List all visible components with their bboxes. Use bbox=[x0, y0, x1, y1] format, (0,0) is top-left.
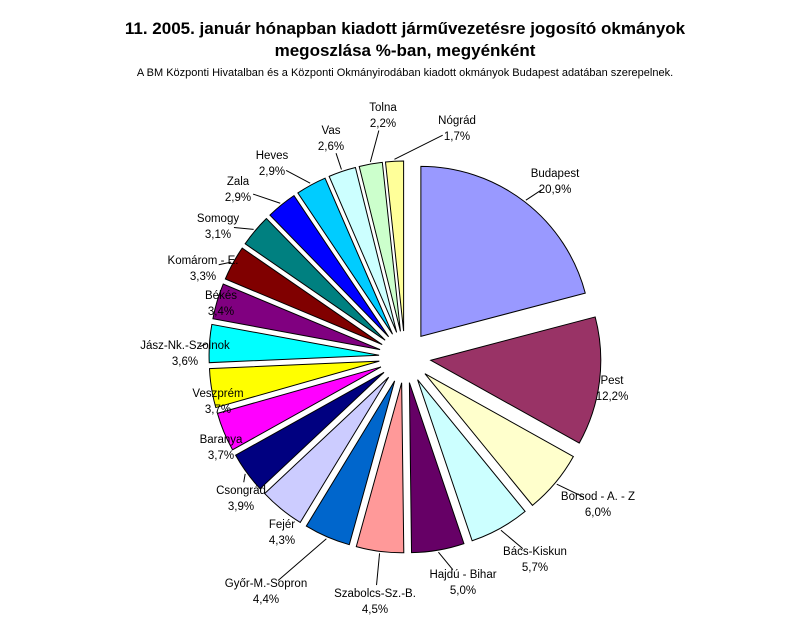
slice-label-name-veszprem: Veszprém bbox=[192, 388, 243, 400]
leader-line-zala bbox=[252, 193, 281, 204]
leader-line-tolna bbox=[369, 130, 380, 163]
leader-line-gyor-m-sopron bbox=[277, 538, 327, 581]
slice-label-name-borsod-a-z: Borsod - A. - Z bbox=[561, 491, 635, 503]
pie-slice-fejer bbox=[263, 376, 390, 524]
slice-label-name-nograd: Nógrád bbox=[438, 115, 476, 127]
slice-label-name-zala: Zala bbox=[227, 176, 250, 188]
pie-slice-bekes bbox=[212, 283, 381, 351]
pie-slice-csongrad bbox=[234, 371, 385, 490]
leader-line-komarom-e bbox=[218, 261, 232, 266]
pie-slice-pest bbox=[429, 316, 602, 444]
slice-label-value-bacs-kiskun: 5,7% bbox=[522, 562, 548, 574]
slice-label-name-szabolcs-sz-b: Szabolcs-Sz.-B. bbox=[334, 588, 416, 600]
slice-label-name-hajdu-bihar: Hajdú - Bihar bbox=[429, 569, 496, 581]
pie-slice-heves bbox=[297, 177, 394, 335]
leader-line-szabolcs-sz-b bbox=[376, 553, 381, 586]
pie-slice-somogy bbox=[244, 217, 386, 341]
slice-label-value-gyor-m-sopron: 4,4% bbox=[253, 594, 279, 606]
slice-label-name-fejer: Fejér bbox=[269, 519, 295, 531]
slice-label-value-csongrad: 3,9% bbox=[228, 501, 254, 513]
slice-label-value-veszprem: 3,7% bbox=[205, 404, 231, 416]
leader-line-bacs-kiskun bbox=[500, 529, 524, 550]
slice-label-name-vas: Vas bbox=[322, 125, 341, 137]
slice-label-value-heves: 2,9% bbox=[259, 166, 285, 178]
slice-label-value-hajdu-bihar: 5,0% bbox=[450, 585, 476, 597]
leader-line-csongrad bbox=[243, 473, 246, 483]
pie-slice-veszprem bbox=[208, 360, 380, 409]
slice-label-name-jasz-nk-szolnok: Jász-Nk.-Szolnok bbox=[140, 340, 230, 352]
slice-label-value-baranya: 3,7% bbox=[208, 450, 234, 462]
pie-slice-hajdu-bihar bbox=[408, 382, 465, 554]
slice-label-name-komarom-e: Komárom - E. bbox=[168, 255, 239, 267]
leader-line-somogy bbox=[233, 227, 254, 230]
pie-slice-borsod-a-z bbox=[424, 373, 575, 507]
slice-label-value-somogy: 3,1% bbox=[205, 229, 231, 241]
pie-slice-vas bbox=[328, 166, 398, 333]
leader-line-borsod-a-z bbox=[556, 483, 584, 498]
leader-line-hajdu-bihar bbox=[438, 551, 454, 570]
slice-label-name-csongrad: Csongrád bbox=[216, 485, 266, 497]
slice-label-value-tolna: 2,2% bbox=[370, 118, 396, 130]
chart-title-line2: megoszlása %-ban, megyénként bbox=[274, 41, 536, 60]
pie-slice-bacs-kiskun bbox=[417, 379, 526, 542]
leader-line-budapest bbox=[525, 189, 542, 201]
pie-slice-komarom-e bbox=[224, 247, 383, 346]
pie-slice-szabolcs-sz-b bbox=[355, 382, 405, 554]
leader-line-nograd bbox=[394, 134, 443, 160]
slice-label-name-tolna: Tolna bbox=[369, 102, 397, 114]
slice-label-value-fejer: 4,3% bbox=[269, 535, 295, 547]
slice-label-name-bekes: Békés bbox=[205, 290, 237, 302]
slice-label-name-heves: Heves bbox=[256, 150, 289, 162]
leader-line-vas bbox=[335, 153, 342, 170]
pie-slice-tolna bbox=[358, 161, 401, 332]
chart-subtitle: A BM Központi Hivatalban és a Központi O… bbox=[136, 67, 674, 79]
slice-label-value-komarom-e: 3,3% bbox=[190, 271, 216, 283]
leader-line-heves bbox=[285, 170, 311, 184]
slice-label-value-nograd: 1,7% bbox=[444, 131, 470, 143]
pie-slice-jasz-nk-szolnok bbox=[208, 323, 380, 364]
pie-slice-budapest bbox=[420, 165, 586, 338]
slice-label-name-budapest: Budapest bbox=[531, 168, 580, 180]
pie-slice-nograd bbox=[384, 160, 405, 332]
slice-label-value-borsod-a-z: 6,0% bbox=[585, 507, 611, 519]
chart-title: 11. 2005. január hónapban kiadott járműv… bbox=[0, 18, 810, 62]
slice-label-name-bacs-kiskun: Bács-Kiskun bbox=[503, 546, 567, 558]
slice-label-value-vas: 2,6% bbox=[318, 141, 344, 153]
slice-label-value-jasz-nk-szolnok: 3,6% bbox=[172, 356, 198, 368]
slice-label-value-pest: 12,2% bbox=[596, 391, 629, 403]
slice-label-value-zala: 2,9% bbox=[225, 192, 251, 204]
pie-slice-zala bbox=[269, 194, 390, 338]
slice-label-value-budapest: 20,9% bbox=[539, 184, 572, 196]
slice-label-value-szabolcs-sz-b: 4,5% bbox=[362, 604, 388, 616]
slice-label-name-somogy: Somogy bbox=[197, 213, 239, 225]
slice-label-name-pest: Pest bbox=[600, 375, 624, 387]
pie-slice-baranya bbox=[216, 366, 382, 451]
leader-line-jasz-nk-szolnok bbox=[199, 342, 208, 348]
pie-slice-gyor-m-sopron bbox=[305, 380, 396, 546]
slice-label-name-baranya: Baranya bbox=[200, 434, 243, 446]
slice-label-name-gyor-m-sopron: Győr-M.-Sopron bbox=[225, 578, 307, 590]
chart-title-line1: 11. 2005. január hónapban kiadott járműv… bbox=[124, 19, 686, 38]
slice-label-value-bekes: 3,4% bbox=[208, 306, 234, 318]
